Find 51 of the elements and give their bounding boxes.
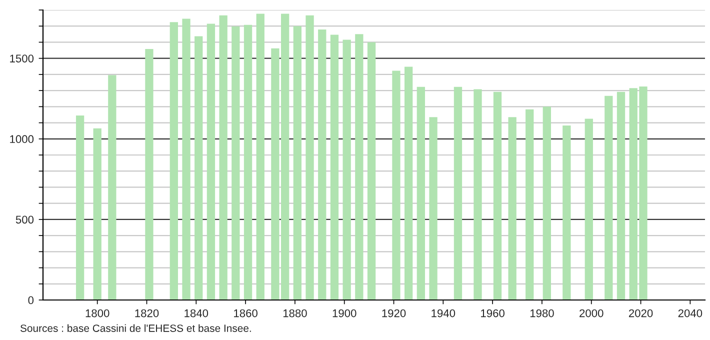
bar (76, 116, 84, 300)
x-tick-label: 1980 (530, 309, 554, 318)
bar (293, 26, 302, 300)
x-tick-label: 1940 (432, 309, 456, 318)
bar (474, 89, 482, 300)
bar (562, 126, 571, 300)
x-tick-label: 2020 (628, 309, 653, 318)
x-tick-label: 2000 (580, 309, 604, 318)
bar (604, 96, 613, 300)
bar (416, 86, 426, 300)
bar (318, 29, 326, 300)
x-tick-label: 1900 (332, 309, 356, 318)
y-tick-label: 0 (28, 296, 34, 304)
bar (404, 66, 413, 300)
source-note: Sources : base Cassini de l'EHESS et base Insee. (20, 324, 251, 332)
y-tick-label: 1000 (10, 135, 34, 144)
x-tick-label: 1920 (382, 309, 406, 318)
bar (392, 70, 400, 300)
bar (508, 117, 516, 300)
bar (206, 24, 216, 300)
bar (454, 86, 462, 300)
bar (170, 22, 178, 300)
x-tick-label: 1800 (86, 309, 110, 318)
x-tick-label: 1880 (283, 309, 307, 318)
bar (244, 24, 252, 300)
bar (182, 18, 190, 300)
bar (355, 34, 364, 300)
bar (256, 14, 264, 300)
bar (542, 106, 551, 300)
bar (194, 36, 203, 300)
y-tick-label: 500 (16, 216, 34, 224)
bar (367, 42, 376, 300)
bar (616, 92, 626, 300)
bar (330, 34, 339, 300)
bar (108, 75, 116, 300)
bar (526, 109, 534, 300)
bar (232, 26, 240, 300)
x-tick-label: 1840 (184, 309, 208, 318)
bar (93, 128, 102, 300)
x-tick-label: 1960 (481, 309, 504, 318)
bar (584, 118, 593, 300)
bar (306, 15, 314, 300)
bar (342, 40, 351, 300)
y-tick-label: 1500 (10, 54, 34, 62)
bar (429, 117, 438, 300)
x-tick-label: 1820 (135, 309, 159, 318)
bar (493, 92, 502, 300)
bar (145, 48, 154, 300)
x-tick-label: 2040 (678, 309, 702, 318)
bar (219, 15, 228, 300)
x-tick-label: 1860 (234, 309, 258, 318)
